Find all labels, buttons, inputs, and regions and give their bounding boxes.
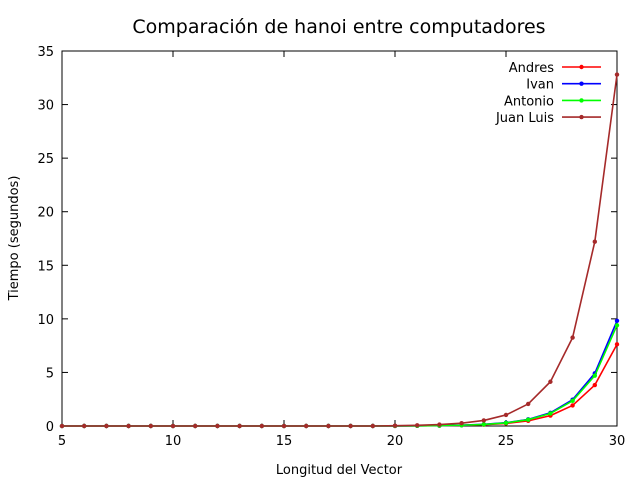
x-axis-label: Longitud del Vector: [276, 463, 403, 478]
data-point-antonio: [526, 417, 531, 422]
y-tick-label: 15: [37, 259, 54, 274]
data-point-juan-luis: [481, 418, 486, 423]
data-point-juan-luis: [415, 423, 420, 428]
x-tick-label: 25: [498, 434, 515, 449]
chart-title: Comparación de hanoi entre computadores: [132, 16, 545, 38]
y-tick-label: 35: [37, 45, 54, 60]
data-point-juan-luis: [104, 423, 109, 429]
data-point-juan-luis: [614, 72, 620, 77]
y-tick-label: 25: [37, 152, 54, 167]
series-andres: [59, 342, 620, 429]
x-tick-labels: 5 10 15 20 25 30: [58, 434, 625, 449]
series-antonio: [59, 323, 620, 429]
legend-marker-ivan: [579, 81, 584, 86]
series-line-juan-luis: [62, 74, 618, 427]
y-tick-label: 10: [37, 313, 54, 328]
data-point-antonio: [592, 373, 597, 378]
data-point-ivan: [614, 318, 620, 323]
series-juan-luis: [59, 72, 620, 429]
series-line-ivan: [62, 320, 618, 427]
data-point-juan-luis: [193, 423, 198, 429]
data-point-juan-luis: [370, 423, 375, 429]
x-tick-label: 20: [387, 434, 404, 449]
data-point-juan-luis: [326, 423, 331, 429]
y-tick-labels: 0 5 10 15 20 25 30 35: [37, 45, 54, 435]
data-point-antonio: [570, 398, 575, 404]
data-point-juan-luis: [59, 423, 65, 429]
legend-marker-andres: [579, 64, 584, 70]
x-tick-label: 10: [165, 434, 182, 449]
y-axis-label: Tiempo (segundos): [7, 176, 22, 302]
series-ivan: [59, 318, 620, 429]
data-point-andres: [614, 342, 620, 347]
data-point-juan-luis: [570, 335, 575, 340]
legend-item-andres: Andres: [509, 61, 601, 76]
data-point-juan-luis: [259, 423, 264, 429]
y-tick-label: 5: [46, 366, 54, 381]
data-point-juan-luis: [592, 239, 597, 244]
data-point-juan-luis: [503, 412, 509, 418]
data-point-juan-luis: [237, 423, 242, 429]
series-layer: [59, 72, 620, 429]
data-point-juan-luis: [392, 423, 398, 428]
series-line-andres: [62, 343, 618, 427]
data-point-antonio: [614, 323, 620, 328]
x-tick-label: 30: [609, 434, 626, 449]
data-point-antonio: [548, 411, 553, 416]
legend-marker-antonio: [579, 98, 584, 103]
data-point-juan-luis: [526, 401, 531, 407]
data-point-juan-luis: [548, 379, 553, 384]
data-point-juan-luis: [215, 423, 220, 429]
data-point-antonio: [481, 422, 486, 427]
legend-label: Andres: [509, 61, 554, 76]
y-tick-label: 0: [46, 420, 54, 435]
y-tick-label: 20: [37, 206, 54, 221]
data-point-juan-luis: [437, 422, 442, 427]
data-point-juan-luis: [82, 423, 87, 429]
x-tick-label: 15: [276, 434, 293, 449]
data-point-juan-luis: [459, 421, 464, 426]
legend-marker-juan-luis: [579, 114, 584, 120]
y-tick-label: 30: [37, 99, 54, 114]
data-point-antonio: [503, 420, 509, 426]
data-point-juan-luis: [148, 423, 153, 429]
legend-item-juan-luis: Juan Luis: [495, 111, 601, 126]
legend-item-ivan: Ivan: [526, 78, 601, 93]
data-point-juan-luis: [281, 423, 287, 429]
data-point-juan-luis: [126, 423, 131, 429]
legend-label: Juan Luis: [495, 111, 554, 126]
legend-item-antonio: Antonio: [504, 94, 601, 109]
data-point-andres: [592, 382, 597, 388]
data-point-andres: [570, 403, 575, 408]
data-point-juan-luis: [170, 423, 176, 429]
legend-label: Ivan: [526, 78, 554, 93]
data-point-juan-luis: [304, 423, 309, 429]
data-point-juan-luis: [348, 423, 353, 429]
legend-label: Antonio: [504, 94, 554, 109]
series-line-antonio: [62, 324, 618, 427]
x-tick-label: 5: [58, 434, 66, 449]
